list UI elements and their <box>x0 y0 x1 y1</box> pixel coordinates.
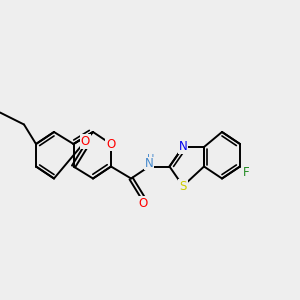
Text: O: O <box>106 137 116 151</box>
Text: H: H <box>147 154 154 164</box>
Text: O: O <box>139 197 148 210</box>
Text: N: N <box>178 140 188 154</box>
Text: N: N <box>145 157 154 170</box>
Text: S: S <box>179 179 187 193</box>
Text: F: F <box>243 166 250 179</box>
Text: O: O <box>81 135 90 148</box>
